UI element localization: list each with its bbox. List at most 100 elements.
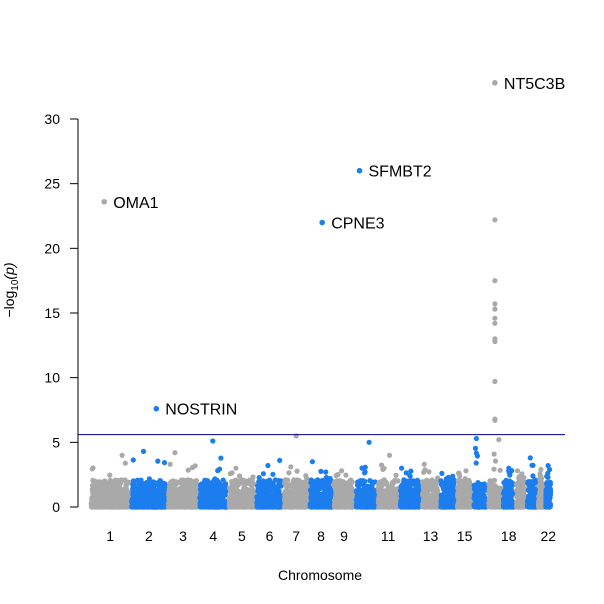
- point: [129, 499, 135, 505]
- point: [136, 494, 142, 501]
- point: [246, 480, 252, 486]
- point: [283, 492, 289, 498]
- point: [337, 495, 343, 501]
- point: [125, 480, 131, 486]
- point: [107, 472, 113, 478]
- point: [215, 485, 221, 491]
- point: [443, 484, 449, 490]
- point: [439, 470, 445, 476]
- point: [345, 489, 351, 495]
- point: [130, 478, 136, 484]
- point: [144, 497, 150, 503]
- point: [293, 483, 299, 489]
- point: [381, 481, 388, 487]
- point: [259, 504, 265, 510]
- point: [139, 490, 145, 496]
- point: [229, 470, 235, 476]
- point: [151, 488, 157, 494]
- point: [89, 504, 95, 510]
- point: [272, 492, 278, 498]
- point: [231, 494, 237, 500]
- point: [402, 503, 408, 509]
- point: [241, 482, 247, 488]
- point: [277, 457, 283, 463]
- point: [294, 468, 300, 474]
- point: [217, 496, 223, 503]
- point: [190, 504, 196, 510]
- point: [172, 485, 178, 491]
- point: [449, 498, 455, 504]
- point: [166, 488, 172, 494]
- point: [263, 481, 269, 487]
- point: [362, 469, 368, 475]
- point: [101, 478, 107, 485]
- point: [103, 496, 109, 502]
- point: [242, 502, 248, 509]
- point: [204, 504, 210, 510]
- point: [480, 492, 486, 498]
- point: [233, 477, 239, 483]
- point: [349, 479, 355, 485]
- point: [157, 493, 164, 499]
- point: [91, 484, 97, 491]
- point: [161, 480, 167, 487]
- point: [464, 483, 470, 489]
- point: [433, 499, 439, 505]
- point: [104, 504, 110, 510]
- point: [368, 492, 374, 498]
- point: [114, 504, 120, 510]
- point: [247, 501, 253, 507]
- point: [310, 486, 316, 492]
- point: [185, 494, 191, 500]
- point: [194, 491, 200, 497]
- point: [144, 504, 150, 510]
- point: [369, 479, 375, 485]
- point: [369, 485, 375, 491]
- point: [395, 478, 401, 484]
- point: [318, 468, 324, 474]
- point: [179, 478, 185, 484]
- point: [184, 504, 190, 510]
- point: [339, 468, 345, 474]
- point: [226, 485, 233, 491]
- point: [146, 476, 152, 482]
- point: [189, 464, 196, 471]
- point: [91, 488, 97, 494]
- point: [99, 491, 105, 497]
- point: [222, 485, 228, 492]
- point: [474, 493, 480, 499]
- point: [399, 465, 405, 471]
- point: [387, 503, 393, 509]
- point: [317, 492, 323, 498]
- point: [389, 487, 395, 493]
- point: [215, 468, 221, 474]
- point: [167, 461, 173, 467]
- point: [407, 481, 413, 487]
- point: [276, 481, 282, 487]
- point: [122, 460, 128, 466]
- point: [286, 470, 292, 476]
- point: [177, 489, 183, 496]
- point: [295, 495, 301, 501]
- point: [327, 475, 333, 482]
- point: [172, 450, 178, 456]
- points-layer: [88, 80, 554, 510]
- point: [414, 493, 420, 500]
- point: [161, 460, 168, 466]
- point: [457, 488, 463, 494]
- point: [260, 471, 266, 477]
- point: [434, 489, 440, 495]
- point: [333, 503, 339, 509]
- point: [220, 477, 226, 483]
- point: [185, 477, 191, 483]
- point: [357, 480, 363, 486]
- point: [336, 480, 342, 486]
- point: [421, 461, 427, 467]
- point: [408, 468, 414, 474]
- point: [95, 496, 102, 502]
- point: [89, 466, 95, 472]
- point: [442, 491, 449, 497]
- point: [201, 492, 208, 498]
- point: [314, 478, 321, 484]
- point: [356, 501, 362, 507]
